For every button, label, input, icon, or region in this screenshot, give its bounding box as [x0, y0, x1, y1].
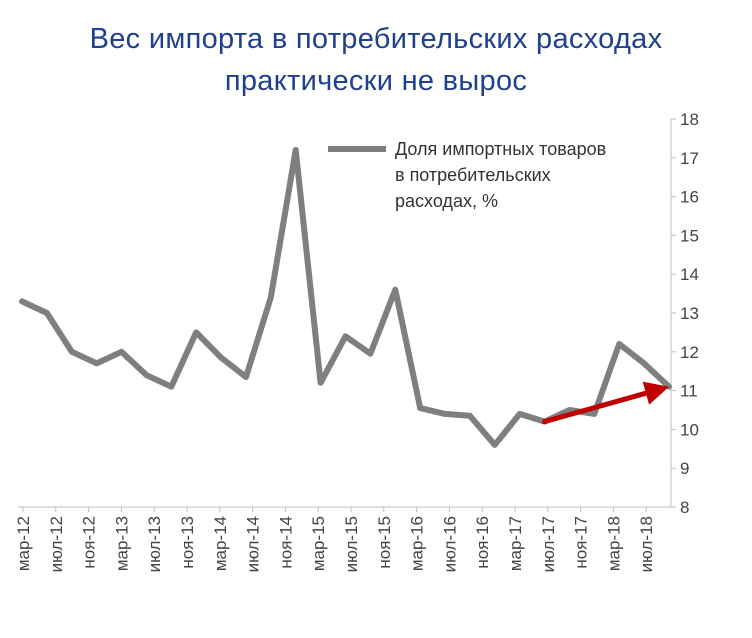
chart-title-line-1: Вес импорта в потребительских расходах	[89, 23, 663, 55]
data-point	[444, 413, 446, 415]
y-tick-label: 15	[680, 226, 699, 245]
x-tick-label: ноя-13	[178, 516, 197, 569]
x-tick-label: ноя-15	[375, 516, 394, 569]
data-point	[220, 357, 222, 359]
plot-area: 8 9 10 11 12 13 14 15 16 17 18 мар-12 июл-12 ноя-12 ма…	[14, 110, 699, 572]
data-point	[643, 362, 645, 364]
y-tick-label: 16	[680, 188, 699, 207]
legend-label-line-2: в потребительских	[395, 165, 551, 185]
x-tick-label: ноя-16	[473, 516, 492, 569]
chart-title: Вес импорта в потребительских расходах п…	[0, 18, 752, 102]
trend-arrow-shaft	[542, 390, 649, 425]
data-point	[394, 289, 396, 291]
x-tick-label: мар-12	[14, 516, 33, 571]
data-point	[320, 382, 322, 384]
legend-label-line-3: расходах, %	[395, 191, 498, 211]
data-point	[195, 331, 197, 333]
y-tick-label: 13	[680, 304, 699, 323]
data-point	[46, 312, 48, 314]
y-tick-label: 10	[680, 420, 699, 439]
data-point	[469, 415, 471, 417]
data-point	[21, 300, 23, 302]
y-tick-label: 17	[680, 149, 699, 168]
x-tick-label: июл-12	[47, 516, 66, 572]
x-tick-label: ноя-14	[276, 516, 295, 569]
data-point	[568, 409, 570, 411]
y-tick-label: 12	[680, 343, 699, 362]
x-tick-label: мар-15	[309, 516, 328, 571]
data-point	[494, 444, 496, 446]
data-point	[345, 335, 346, 337]
x-tick-label: июл-13	[145, 516, 164, 572]
data-point	[369, 353, 371, 355]
x-tick-label: мар-17	[506, 516, 525, 571]
series-line	[19, 147, 672, 448]
legend-label-line-1: Доля импортных товаров	[395, 139, 606, 159]
x-tick-label: июл-14	[244, 516, 263, 572]
data-point	[419, 407, 421, 409]
trend-arrow-head	[642, 381, 669, 405]
x-tick-label: мар-16	[408, 516, 427, 571]
y-tick-label: 11	[680, 382, 698, 401]
x-tick-label: мар-18	[604, 516, 623, 571]
data-point	[245, 376, 247, 378]
data-point	[618, 343, 620, 345]
legend: Доля импортных товаров в потребительских…	[328, 139, 606, 211]
x-tick-label: июл-16	[440, 516, 459, 572]
data-point	[71, 351, 73, 353]
chart-title-line-2: практически не вырос	[224, 65, 528, 97]
data-point	[519, 413, 521, 415]
y-tick-label: 18	[680, 110, 699, 129]
data-point	[170, 386, 172, 388]
x-tick-label: мар-13	[112, 516, 131, 571]
data-point	[96, 362, 98, 364]
data-point	[121, 351, 123, 353]
x-tick-label: июл-17	[539, 516, 558, 572]
x-tick-label: ноя-12	[80, 516, 99, 569]
x-tick-label: июл-15	[342, 516, 361, 572]
y-tick-label: 14	[680, 265, 699, 284]
x-tick-label: ноя-17	[572, 516, 591, 569]
data-point	[295, 149, 297, 151]
x-tick-label: мар-14	[211, 516, 230, 571]
x-tick-label: июл-18	[637, 516, 656, 572]
y-tick-label: 8	[680, 498, 689, 517]
data-point	[593, 413, 595, 415]
y-tick-label: 9	[680, 459, 689, 478]
data-point	[145, 374, 147, 376]
data-point	[270, 296, 272, 298]
